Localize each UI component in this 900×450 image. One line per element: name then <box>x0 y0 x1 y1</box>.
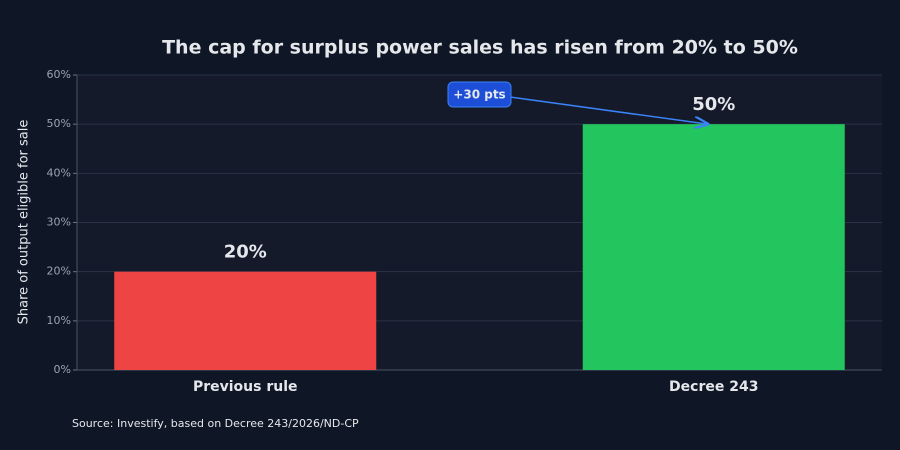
bar <box>582 124 845 371</box>
x-tick-label: Decree 243 <box>669 379 758 395</box>
y-tick-label: 0% <box>54 363 71 376</box>
y-tick-label: 40% <box>47 166 71 179</box>
source-note: Source: Investify, based on Decree 243/2… <box>72 417 359 430</box>
x-tick-label: Previous rule <box>193 379 298 395</box>
y-tick-label: 10% <box>47 314 71 327</box>
y-tick-label: 50% <box>47 117 71 130</box>
y-tick-label: 30% <box>47 216 71 229</box>
y-tick-label: 60% <box>47 68 71 81</box>
value-label: 20% <box>224 242 267 263</box>
y-axis-label: Share of output eligible for sale <box>17 120 32 325</box>
y-tick-label: 20% <box>47 265 71 278</box>
value-label: 50% <box>692 94 735 115</box>
bar <box>114 271 377 370</box>
annotation-arrow <box>509 96 708 124</box>
annotation-box <box>447 81 512 108</box>
annotation: +30 pts <box>453 88 505 102</box>
chart-title: The cap for surplus power sales has rise… <box>162 37 798 59</box>
